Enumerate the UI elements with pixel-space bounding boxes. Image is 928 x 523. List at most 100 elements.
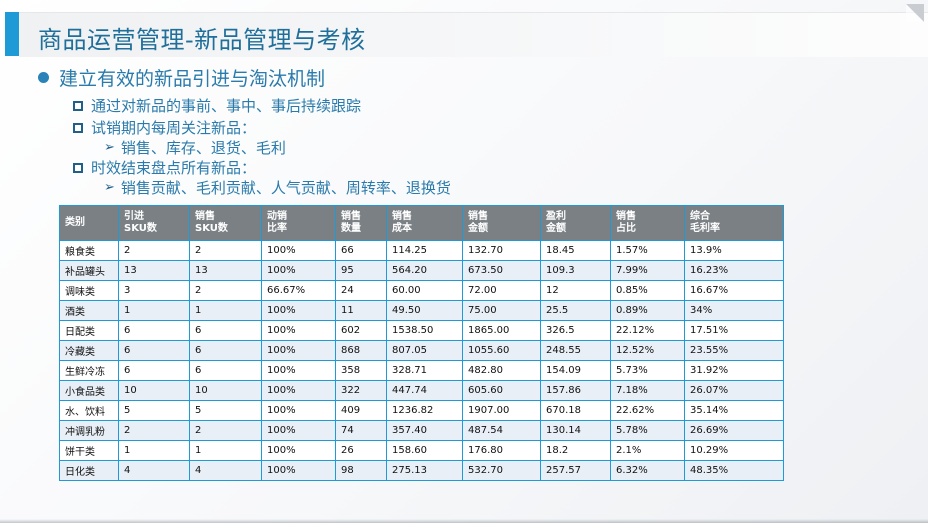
value-cell: 482.80 — [462, 360, 541, 381]
category-cell: 酒类 — [59, 300, 119, 321]
category-cell: 饼干类 — [59, 440, 119, 461]
slide-title: 商品运营管理-新品管理与考核 — [38, 26, 366, 54]
value-cell: 75.00 — [462, 300, 541, 321]
table-row: 冷藏类 6 6 100% 868 807.05 1055.60 248.55 12.52% 23.… — [59, 340, 784, 361]
column-header-line: 成本 — [392, 223, 412, 234]
value-cell: 4 — [189, 460, 262, 481]
sub-bullet-3-detail-text: 销售贡献、毛利贡献、人气贡献、周转率、退换货 — [120, 179, 451, 197]
category-cell: 冷藏类 — [59, 340, 119, 361]
column-header-line: 销售 — [392, 211, 412, 222]
sub-bullet-3: 时效结束盘点所有新品： — [73, 157, 256, 178]
value-cell: 10.29% — [684, 440, 784, 461]
column-header: 引进 SKU数 — [118, 205, 190, 241]
sub-bullet-2-text: 试销期内每周关注新品： — [91, 119, 257, 137]
column-header: 销售 占比 — [610, 205, 685, 241]
column-header-line: 类别 — [65, 217, 85, 228]
value-cell: 6 — [118, 340, 190, 361]
value-cell: 16.23% — [684, 260, 784, 281]
value-cell: 5 — [118, 400, 190, 421]
column-header-line: SKU数 — [124, 223, 157, 234]
value-cell: 6 — [189, 320, 262, 341]
table-row: 生鲜冷冻 6 6 100% 358 328.71 482.80 154.09 5.73% 31.9… — [59, 360, 784, 381]
value-cell: 18.45 — [540, 240, 611, 261]
value-cell: 130.14 — [540, 420, 611, 441]
value-cell: 114.25 — [386, 240, 463, 261]
category-cell: 日化类 — [59, 460, 119, 481]
sub-bullet-3-detail: ➢ 销售贡献、毛利贡献、人气贡献、周转率、退换货 — [104, 177, 451, 198]
value-cell: 1 — [189, 300, 262, 321]
value-cell: 13 — [189, 260, 262, 281]
value-cell: 13 — [118, 260, 190, 281]
value-cell: 100% — [261, 300, 336, 321]
table-row: 调味类 3 2 66.67% 24 60.00 72.00 12 0.85% 16.67% — [59, 280, 784, 301]
value-cell: 7.18% — [610, 380, 685, 401]
column-header-line: 综合 — [690, 211, 710, 222]
value-cell: 66 — [335, 240, 387, 261]
value-cell: 132.70 — [462, 240, 541, 261]
table-row: 饼干类 1 1 100% 26 158.60 176.80 18.2 2.1% 10.29% — [59, 440, 784, 461]
value-cell: 6 — [189, 340, 262, 361]
value-cell: 6 — [118, 360, 190, 381]
value-cell: 807.05 — [386, 340, 463, 361]
column-header-line: 金额 — [546, 223, 566, 234]
sub-bullet-3-text: 时效结束盘点所有新品： — [91, 159, 257, 177]
value-cell: 25.5 — [540, 300, 611, 321]
value-cell: 1055.60 — [462, 340, 541, 361]
value-cell: 22.12% — [610, 320, 685, 341]
table-row: 小食品类 10 10 100% 322 447.74 605.60 157.86 7.18% 26… — [59, 380, 784, 401]
category-cell: 日配类 — [59, 320, 119, 341]
category-cell: 冲调乳粉 — [59, 420, 119, 441]
table-header: 类别 引进 SKU数 销售 SKU数 动销 比率 销售 数量 销售 成本 销售 金额 盈利 金额 销售 占比 综合… — [59, 205, 784, 241]
category-cell: 水、饮料 — [59, 400, 119, 421]
table-row: 补品罐头 13 13 100% 95 564.20 673.50 109.3 7.99% 16.2… — [59, 260, 784, 281]
value-cell: 12.52% — [610, 340, 685, 361]
square-bullet-icon — [73, 100, 83, 111]
table-body: 粮食类 2 2 100% 66 114.25 132.70 18.45 1.57% 13.9% 补品… — [59, 240, 784, 481]
value-cell: 670.18 — [540, 400, 611, 421]
value-cell: 2 — [189, 240, 262, 261]
page-curl-icon — [906, 4, 924, 22]
column-header-line: 销售 — [616, 211, 636, 222]
value-cell: 2 — [118, 240, 190, 261]
value-cell: 98 — [335, 460, 387, 481]
value-cell: 257.57 — [540, 460, 611, 481]
category-cell: 调味类 — [59, 280, 119, 301]
value-cell: 6 — [189, 360, 262, 381]
value-cell: 357.40 — [386, 420, 463, 441]
value-cell: 26.07% — [684, 380, 784, 401]
sub-bullet-1: 通过对新品的事前、事中、事后持续跟踪 — [73, 95, 361, 116]
value-cell: 322 — [335, 380, 387, 401]
main-bullet-text: 建立有效的新品引进与淘汰机制 — [59, 68, 326, 90]
value-cell: 1538.50 — [386, 320, 463, 341]
table-row: 冲调乳粉 2 2 100% 74 357.40 487.54 130.14 5.78% 26.69… — [59, 420, 784, 441]
value-cell: 447.74 — [386, 380, 463, 401]
column-header-line: 引进 — [124, 211, 144, 222]
value-cell: 275.13 — [386, 460, 463, 481]
value-cell: 31.92% — [684, 360, 784, 381]
value-cell: 487.54 — [462, 420, 541, 441]
value-cell: 24 — [335, 280, 387, 301]
value-cell: 10 — [189, 380, 262, 401]
column-header-line: 销售 — [468, 211, 488, 222]
value-cell: 18.2 — [540, 440, 611, 461]
column-header-line: 占比 — [616, 223, 636, 234]
value-cell: 11 — [335, 300, 387, 321]
value-cell: 95 — [335, 260, 387, 281]
value-cell: 602 — [335, 320, 387, 341]
arrow-bullet-icon: ➢ — [104, 140, 115, 155]
value-cell: 6 — [118, 320, 190, 341]
value-cell: 100% — [261, 360, 336, 381]
value-cell: 10 — [118, 380, 190, 401]
value-cell: 100% — [261, 340, 336, 361]
value-cell: 1.57% — [610, 240, 685, 261]
title-band — [19, 12, 928, 57]
value-cell: 100% — [261, 420, 336, 441]
value-cell: 23.55% — [684, 340, 784, 361]
value-cell: 328.71 — [386, 360, 463, 381]
value-cell: 0.85% — [610, 280, 685, 301]
column-header-line: 金额 — [468, 223, 488, 234]
arrow-bullet-icon: ➢ — [104, 180, 115, 195]
value-cell: 1 — [118, 440, 190, 461]
value-cell: 100% — [261, 240, 336, 261]
value-cell: 154.09 — [540, 360, 611, 381]
